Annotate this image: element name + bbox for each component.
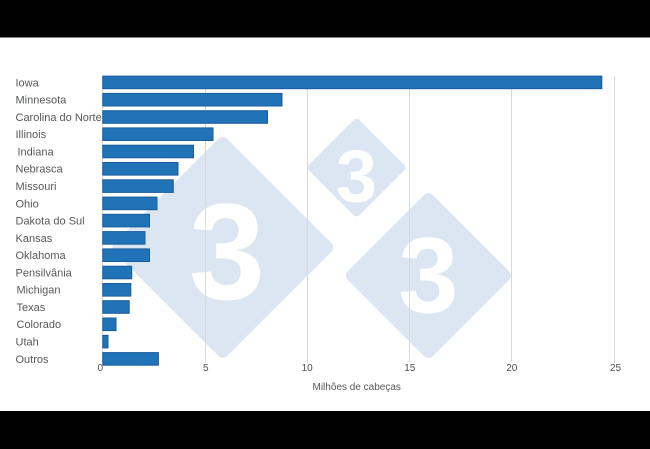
svg-text:Pensilvânia: Pensilvânia [16, 267, 73, 279]
svg-text:Outros: Outros [16, 354, 50, 366]
svg-text:Carolina do Norte: Carolina do Norte [16, 112, 102, 124]
svg-text:Utah: Utah [16, 337, 39, 349]
svg-text:Minnesota: Minnesota [16, 95, 68, 107]
svg-text:Indiana: Indiana [18, 146, 55, 158]
svg-text:10: 10 [302, 363, 314, 374]
svg-text:3: 3 [398, 214, 458, 335]
svg-text:Nebrasca: Nebrasca [16, 164, 64, 176]
svg-text:5: 5 [203, 363, 209, 374]
svg-text:25: 25 [610, 363, 622, 374]
svg-text:Oklahoma: Oklahoma [16, 250, 67, 262]
svg-text:3: 3 [336, 135, 377, 218]
svg-text:15: 15 [404, 363, 416, 374]
svg-text:Illinois: Illinois [16, 129, 47, 141]
svg-text:Michigan: Michigan [17, 285, 61, 297]
svg-text:Texas: Texas [17, 302, 46, 314]
svg-text:0: 0 [98, 363, 104, 374]
svg-text:Iowa: Iowa [16, 77, 40, 89]
svg-text:Kansas: Kansas [16, 233, 53, 245]
svg-text:Ohio: Ohio [16, 198, 39, 210]
svg-text:Dakota do Sul: Dakota do Sul [16, 216, 85, 228]
svg-text:Missouri: Missouri [16, 181, 57, 193]
svg-text:3: 3 [189, 176, 265, 329]
svg-text:Colorado: Colorado [17, 319, 62, 331]
svg-text:Milhões de cabeças: Milhões de cabeças [313, 382, 401, 393]
svg-text:20: 20 [506, 363, 518, 374]
